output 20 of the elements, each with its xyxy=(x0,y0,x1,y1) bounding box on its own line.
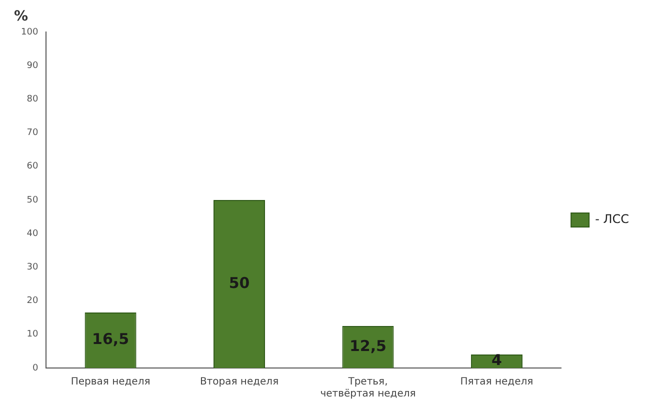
y-tick-label: 100 xyxy=(20,27,38,38)
x-tick-label: Первая неделя xyxy=(70,376,150,388)
data-label: 12,5 xyxy=(349,336,386,355)
y-tick-label: 30 xyxy=(26,262,38,273)
y-tick-label: 70 xyxy=(26,128,38,138)
y-tick-label: 0 xyxy=(32,363,38,374)
y-tick-label: 80 xyxy=(26,94,38,105)
y-tick-label: 10 xyxy=(26,330,38,340)
y-tick-label: 20 xyxy=(26,296,38,306)
x-tick-label: Вторая неделя xyxy=(200,376,279,388)
legend-label: - ЛСС xyxy=(595,212,630,226)
data-label: 16,5 xyxy=(92,330,130,348)
y-axis-title: % xyxy=(14,8,28,25)
data-label: 50 xyxy=(228,274,250,292)
x-tick-label: Третья, четвёртая неделя xyxy=(320,376,416,400)
y-tick-label: 50 xyxy=(26,195,38,206)
y-tick-label: 90 xyxy=(26,60,38,71)
y-tick-label: 40 xyxy=(26,228,38,239)
y-tick-label: 60 xyxy=(26,162,38,172)
x-tick-label: Пятая неделя xyxy=(460,376,534,388)
